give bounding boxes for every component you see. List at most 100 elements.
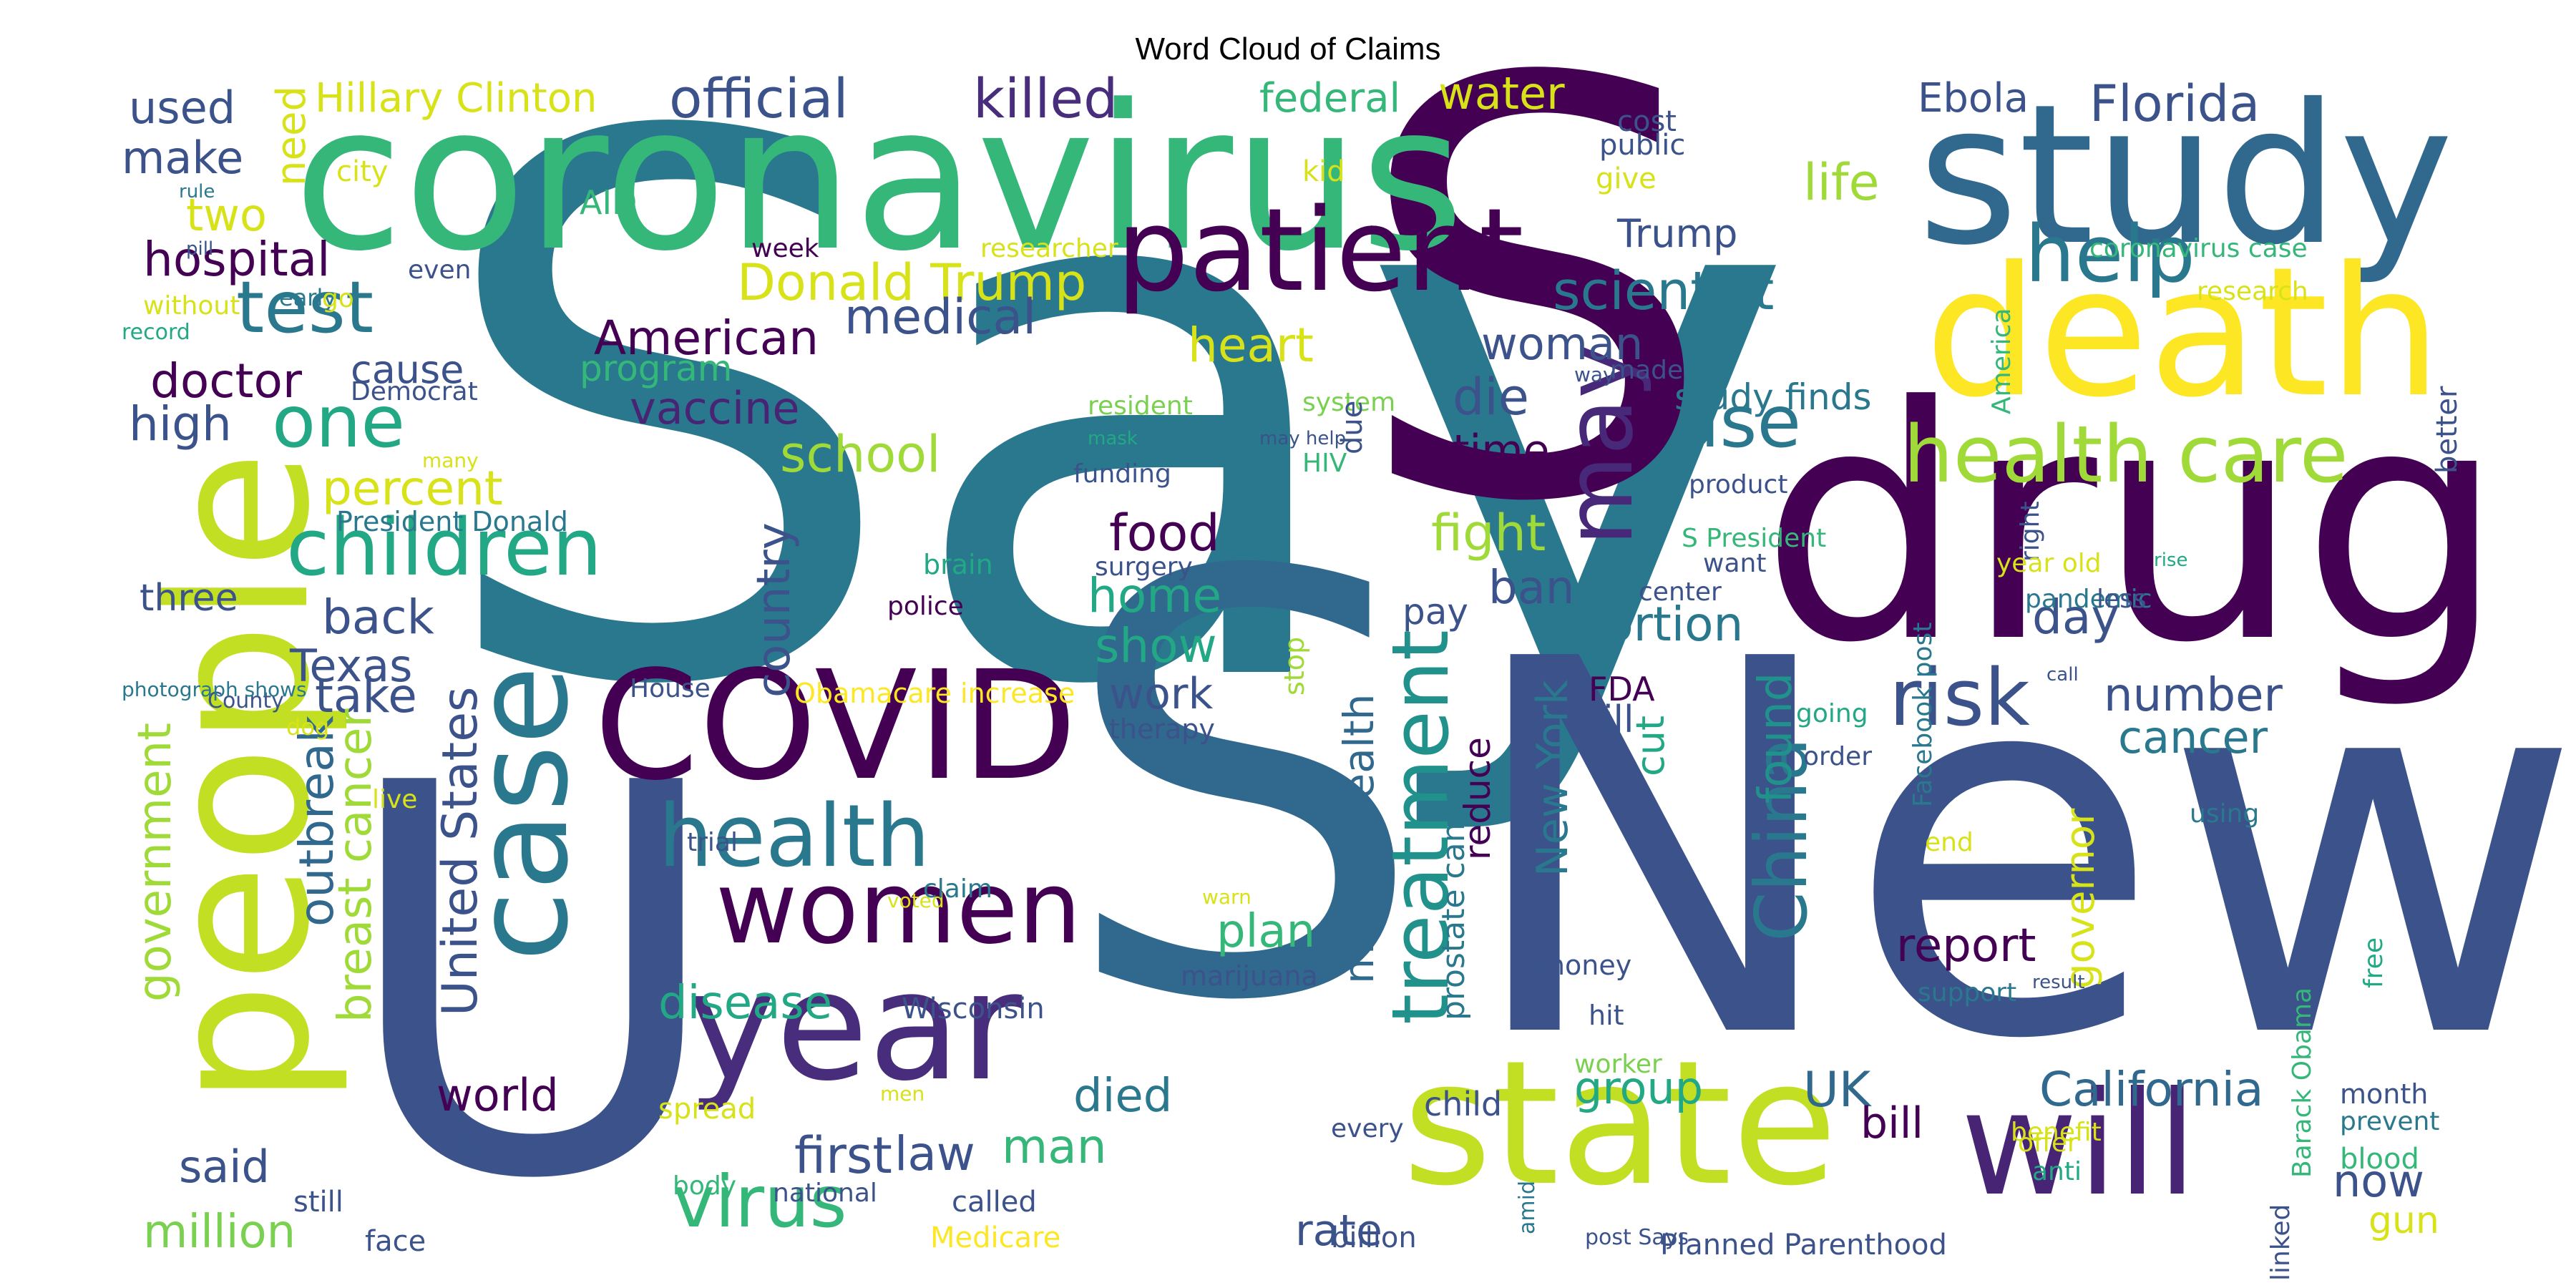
word-time: time	[1453, 426, 1550, 476]
word-disease: disease	[658, 977, 833, 1030]
word-county: County	[208, 688, 284, 713]
word-year-old: year old	[1996, 549, 2102, 578]
word-need: need	[268, 86, 315, 186]
word-school: school	[780, 425, 941, 484]
word-america: America	[1987, 308, 2016, 415]
word-show: show	[1095, 618, 1217, 673]
word-california: California	[2039, 1062, 2264, 1117]
word-risk: risk	[1889, 652, 2030, 743]
word-amid: amid	[1515, 1181, 1540, 1234]
word-number: number	[2104, 669, 2283, 722]
word-center: center	[1639, 577, 1722, 607]
word-back: back	[322, 590, 434, 645]
word-work: work	[1109, 669, 1214, 719]
word-hiv: HIV	[1302, 449, 1347, 478]
word-obamacare-increase: Obamacare increase	[794, 678, 1075, 709]
word-fight: fight	[1431, 504, 1546, 562]
word-s: S	[1352, 0, 1716, 627]
word-group: group	[1574, 1062, 1704, 1114]
word-medicare: Medicare	[930, 1221, 1061, 1254]
word-want: want	[1703, 549, 1767, 578]
word-ban: ban	[1488, 562, 1575, 615]
word-home: home	[1088, 568, 1222, 623]
word-woman: woman	[1481, 318, 1644, 370]
word-research: research	[2197, 277, 2308, 306]
word-blood: blood	[2340, 1143, 2419, 1176]
word-early: early	[279, 284, 337, 311]
word-pay: pay	[1402, 591, 1468, 633]
word-photograph-shows: photograph shows	[122, 678, 307, 701]
word-billion: billion	[1331, 1221, 1417, 1254]
word-called: called	[952, 1186, 1037, 1219]
word-pandemic: pandemic	[2025, 585, 2152, 614]
word-texas: Texas	[290, 640, 413, 692]
word-million: million	[143, 1206, 296, 1259]
word-donald-trump: Donald Trump	[737, 253, 1087, 312]
word-due: due	[1336, 400, 1369, 454]
word-heart: heart	[1188, 318, 1314, 373]
word-high: high	[129, 396, 232, 452]
word-medical: medical	[844, 289, 1037, 346]
word-funding: funding	[1073, 459, 1171, 489]
word-world: world	[436, 1069, 559, 1121]
word-rule: rule	[179, 181, 215, 203]
word-official: official	[669, 67, 849, 130]
word-even: even	[408, 255, 472, 285]
word-s: S	[1059, 453, 1428, 1128]
word-hit: hit	[1589, 1000, 1624, 1031]
word-house: House	[630, 674, 711, 703]
word-give: give	[1596, 162, 1657, 195]
word-using: using	[2190, 799, 2260, 829]
word-week: week	[751, 234, 819, 263]
word-linked: linked	[2266, 1204, 2296, 1281]
word-mask: mask	[1088, 428, 1138, 449]
word-two: two	[186, 189, 267, 241]
word-spread: spread	[658, 1093, 756, 1126]
word-test: test	[236, 265, 374, 349]
word-facebook-post: Facebook post	[1908, 622, 1938, 807]
word-food: food	[1109, 504, 1220, 562]
word-breast-cancer: breast cancer	[329, 708, 382, 1023]
word-going: going	[1796, 699, 1868, 728]
word-brain: brain	[923, 549, 993, 580]
word-live: live	[372, 785, 418, 814]
word-ebola: Ebola	[1918, 75, 2029, 122]
word-hospital: hospital	[143, 232, 331, 287]
word-women: women	[716, 850, 1082, 967]
word-trump: Trump	[1617, 211, 1738, 256]
word-cost: cost	[1617, 105, 1677, 138]
word-day: day	[2032, 590, 2119, 645]
word-aid: AID	[580, 183, 638, 222]
word-law: law	[894, 1126, 975, 1181]
word-record: record	[122, 320, 190, 345]
word-percent: percent	[322, 461, 503, 516]
word-order: order	[1803, 742, 1872, 771]
word-uk: UK	[1803, 1062, 1871, 1118]
word-researcher: researcher	[980, 234, 1118, 263]
word-new: New	[1460, 552, 2576, 1151]
word-kid: kid	[1302, 155, 1345, 188]
word-new-york: New York	[1528, 680, 1578, 877]
word-cut: cut	[1628, 715, 1673, 776]
word-drug: drug	[1760, 338, 2506, 713]
word-face: face	[365, 1225, 426, 1258]
word-death: death	[1925, 228, 2442, 436]
word-dog: dog	[286, 713, 330, 741]
word-cause: cause	[351, 347, 464, 392]
word-without: without	[143, 291, 240, 321]
word-make: make	[122, 132, 244, 184]
word-stop: stop	[1279, 636, 1310, 696]
word-fda: FDA	[1589, 670, 1655, 708]
word-product: product	[1689, 470, 1788, 499]
word-claim: claim	[923, 874, 992, 904]
word-die: die	[1453, 368, 1529, 426]
word-american: American	[594, 311, 819, 366]
word-kill: kill	[1581, 698, 1634, 741]
word-coronavirus-case: coronavirus case	[2089, 234, 2308, 263]
word-now: now	[2333, 1155, 2424, 1207]
word-voted: voted	[887, 889, 945, 912]
word-country: country	[748, 522, 801, 698]
word-mental-health: mental health	[1335, 693, 1383, 984]
word-offer: offer	[2018, 1128, 2078, 1158]
